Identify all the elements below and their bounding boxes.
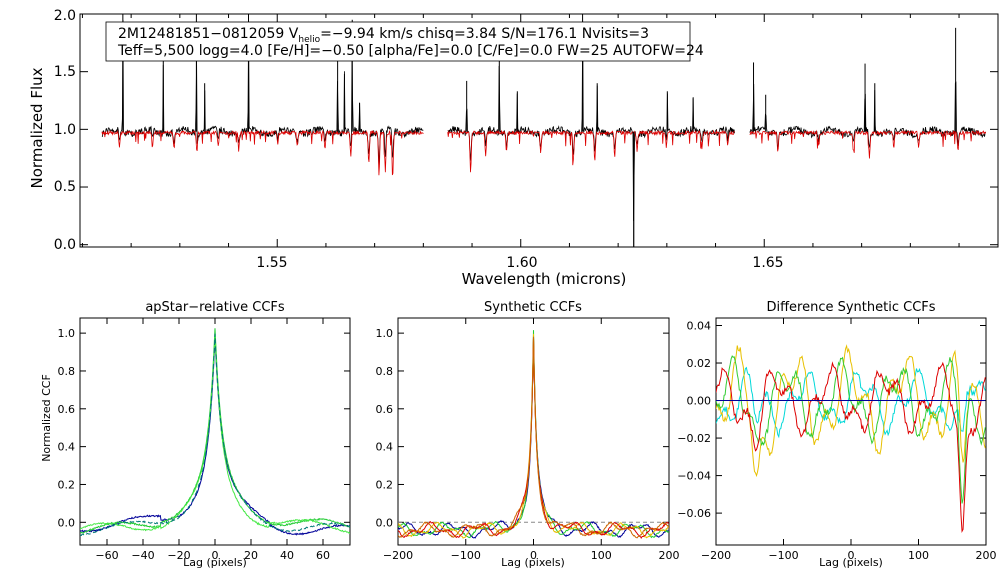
apstar-ccf-frame (79, 317, 351, 546)
apstar-ccf-ytick-0: 0.0 (58, 516, 76, 529)
synthetic-ccf-xtick-1: −100 (451, 549, 481, 562)
synthetic-ccf-xlabel: Lag (pixels) (501, 556, 565, 569)
difference-ccf-ytick-1: −0.04 (677, 470, 711, 483)
difference-ccf-ytick-0: −0.06 (677, 507, 711, 520)
spectrum-panel: 2M12481851−0812059 Vhelio=−9.94 km/s chi… (28, 8, 999, 288)
synthetic-ccf-panel: Synthetic CCFs Lag (pixels) −200 −100 0 100… (376, 300, 680, 569)
spectrum-xtick-2: 1.65 (752, 255, 783, 271)
spectrum-ytick-4: 2.0 (54, 8, 76, 24)
synthetic-ccf-ytick-5: 1.0 (376, 327, 394, 340)
spectrum-annotation-id: 2M12481851−0812059 Vhelio=−9.94 km/s chi… (118, 26, 649, 45)
synthetic-ccf-ytick-4: 0.8 (376, 365, 394, 378)
apstar-ccf-ylabel: Normalized CCF (40, 374, 53, 462)
synthetic-ccf-line-3 (398, 333, 669, 539)
difference-ccf-ytick-4: 0.02 (687, 357, 712, 370)
apstar-ccf-xtick-6: 60 (316, 549, 330, 562)
difference-ccf-title: Difference Synthetic CCFs (766, 300, 935, 315)
spectrum-ytick-2: 1.0 (54, 122, 76, 138)
apstar-ccf-series (80, 328, 350, 537)
spectrum-xtick-0: 1.55 (256, 255, 287, 271)
apstar-ccf-xlabel: Lag (pixels) (183, 556, 247, 569)
apstar-ccf-line-3 (80, 334, 350, 534)
synthetic-ccf-line-5 (398, 336, 669, 539)
apstar-ccf-xtick-4: 20 (244, 549, 258, 562)
apstar-ccf-ytick-1: 0.2 (58, 478, 76, 491)
difference-ccf-xtick-4: 200 (976, 549, 997, 562)
spectrum-plot-frame (79, 13, 999, 248)
difference-ccf-xlabel: Lag (pixels) (819, 556, 883, 569)
spectrum-xtick-1: 1.60 (506, 255, 537, 271)
synthetic-ccf-line-1 (398, 336, 669, 539)
synthetic-ccf-xtick-4: 200 (659, 549, 680, 562)
difference-ccf-line-3 (716, 355, 986, 504)
apstar-ccf-line-1 (80, 336, 350, 536)
spectrum-ytick-1: 0.5 (54, 179, 76, 195)
synthetic-ccf-xtick-0: −200 (383, 549, 413, 562)
synthetic-ccf-series (398, 330, 669, 540)
spectrum-ytick-3: 1.5 (54, 64, 76, 80)
synthetic-ccf-line-4 (398, 336, 669, 540)
synthetic-ccf-title: Synthetic CCFs (484, 300, 582, 315)
synthetic-ccf-ytick-1: 0.2 (376, 478, 394, 491)
synthetic-ccf-ytick-3: 0.6 (376, 403, 394, 416)
apstar-ccf-ytick-5: 1.0 (58, 327, 76, 340)
synthetic-ccf-ytick-2: 0.4 (376, 441, 394, 454)
difference-ccf-panel: Difference Synthetic CCFs Lag (pixels) −… (677, 300, 996, 569)
synthetic-ccf-ytick-0: 0.0 (376, 516, 394, 529)
spectrum-ytick-0: 0.0 (54, 237, 76, 253)
difference-ccf-ytick-2: −0.02 (677, 432, 711, 445)
difference-ccf-line-2 (716, 344, 986, 478)
difference-ccf-ytick-5: 0.04 (687, 320, 712, 333)
difference-ccf-xtick-2: 0 (848, 549, 855, 562)
difference-ccf-series (716, 344, 986, 533)
spectrum-annotation-params: Teff=5,500 logg=4.0 [Fe/H]=−0.50 [alpha/… (117, 43, 704, 59)
apstar-ccf-title: apStar−relative CCFs (145, 300, 285, 315)
difference-ccf-xtick-3: 100 (908, 549, 929, 562)
spectrum-xlabel: Wavelength (microns) (462, 270, 627, 288)
apstar-ccf-xtick-1: −40 (131, 549, 154, 562)
difference-ccf-frame (715, 317, 987, 546)
spectrum-synthetic-line-chip-2 (447, 129, 735, 173)
synthetic-ccf-xtick-3: 100 (591, 549, 612, 562)
apstar-ccf-ytick-2: 0.4 (58, 441, 76, 454)
spectrum-synthetic-line-chip-1 (101, 129, 424, 176)
apstar-ccf-ytick-3: 0.6 (58, 403, 76, 416)
spectrum-series (101, 14, 987, 247)
difference-ccf-line-4 (716, 361, 986, 533)
synthetic-ccf-xtick-2: 0 (530, 549, 537, 562)
difference-ccf-xtick-1: −100 (768, 549, 798, 562)
apstar-ccf-xtick-0: −60 (95, 549, 118, 562)
difference-ccf-xtick-0: −200 (701, 549, 731, 562)
apstar-ccf-ytick-4: 0.8 (58, 365, 76, 378)
spectrum-annotation-subscript: helio (298, 35, 320, 45)
spectrum-ylabel: Normalized Flux (28, 67, 46, 188)
difference-ccf-ytick-3: 0.00 (687, 395, 712, 408)
spectrum-annotation-box (105, 21, 691, 62)
spectrum-ticks (80, 13, 998, 247)
apstar-ccf-xtick-3: 0 (212, 549, 219, 562)
apstar-ccf-line-4 (80, 333, 350, 537)
spectrum-synthetic-line-chip-3 (749, 129, 987, 159)
apstar-ccf-panel: apStar−relative CCFs Lag (pixels) Normal… (40, 300, 351, 569)
apstar-ccf-line-2 (80, 328, 350, 534)
apstar-ccf-xtick-2: −20 (167, 549, 190, 562)
apstar-ccf-xtick-5: 40 (280, 549, 294, 562)
